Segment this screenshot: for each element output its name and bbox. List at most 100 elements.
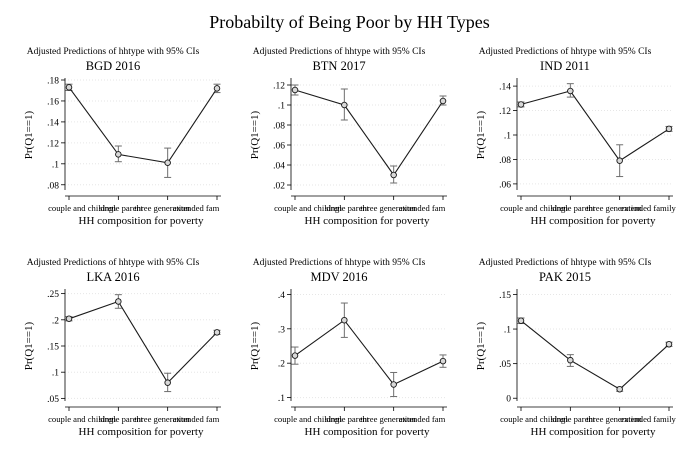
- y-tick-label: .14: [47, 118, 59, 128]
- data-point: [567, 87, 574, 95]
- y-tick-label: .02: [273, 182, 285, 192]
- x-axis-label: HH composition for poverty: [531, 426, 656, 438]
- data-point: [164, 159, 171, 167]
- x-tick-label: single parent: [325, 414, 370, 424]
- panel-title: BTN 2017: [312, 59, 365, 73]
- y-tick-label: .12: [273, 82, 285, 92]
- y-tick-label: .1: [504, 326, 511, 336]
- series-line: [68, 300, 218, 384]
- panel-mdv-2016: Adjusted Predictions of hhtype with 95% …: [249, 257, 447, 438]
- x-tick-label: extended fam: [173, 203, 220, 213]
- y-tick-label: .05: [499, 360, 511, 370]
- x-tick-label: couple and children: [274, 414, 342, 424]
- panel-title: IND 2011: [540, 59, 590, 73]
- panel-subtitle: Adjusted Predictions of hhtype with 95% …: [27, 257, 200, 268]
- data-point: [665, 341, 673, 348]
- y-tick-label: .3: [278, 325, 285, 335]
- panel-title: BGD 2016: [86, 59, 141, 73]
- x-axis-label: HH composition for poverty: [531, 215, 656, 227]
- y-tick-label: .1: [52, 160, 59, 170]
- data-point: [517, 101, 525, 108]
- y-axis-label: Pr(Q1==1): [23, 321, 35, 370]
- data-point: [439, 97, 447, 105]
- x-tick-label: three generation: [134, 203, 190, 213]
- y-tick-label: .04: [273, 162, 285, 172]
- y-tick-label: .12: [499, 107, 511, 117]
- y-tick-label: .1: [278, 394, 285, 404]
- data-point: [291, 352, 299, 359]
- data-point: [115, 298, 122, 305]
- y-tick-label: .08: [499, 156, 511, 166]
- data-point: [390, 381, 397, 388]
- data-point: [164, 379, 171, 386]
- y-axis-label: Pr(Q1==1): [475, 321, 487, 370]
- panel-bgd-2016: Adjusted Predictions of hhtype with 95% …: [23, 46, 221, 227]
- data-point: [213, 85, 221, 92]
- panel-subtitle: Adjusted Predictions of hhtype with 95% …: [479, 257, 652, 268]
- x-tick-label: couple and children: [500, 203, 568, 213]
- y-tick-label: .08: [47, 181, 59, 191]
- y-tick-label: .15: [499, 291, 511, 301]
- data-point: [213, 329, 221, 336]
- y-tick-label: .05: [47, 395, 59, 405]
- panel-title: MDV 2016: [310, 270, 367, 284]
- data-point: [616, 157, 623, 164]
- x-tick-label: three generation: [360, 203, 416, 213]
- y-tick-label: .1: [504, 132, 511, 142]
- panel-lka-2016: Adjusted Predictions of hhtype with 95% …: [23, 257, 221, 438]
- series-line: [520, 90, 670, 162]
- y-tick-label: 0: [506, 395, 511, 405]
- y-tick-label: .2: [278, 360, 285, 370]
- y-tick-label: .16: [47, 97, 59, 107]
- panel-title: LKA 2016: [86, 270, 139, 284]
- data-point: [439, 357, 447, 365]
- x-axis-label: HH composition for poverty: [305, 215, 430, 227]
- y-tick-label: .4: [278, 291, 285, 301]
- x-tick-label: three generation: [586, 414, 642, 424]
- panel-ind-2011: Adjusted Predictions of hhtype with 95% …: [475, 46, 676, 227]
- y-axis-label: Pr(Q1==1): [23, 110, 35, 159]
- series-line: [294, 89, 444, 176]
- x-tick-label: three generation: [586, 203, 642, 213]
- x-tick-label: couple and children: [500, 414, 568, 424]
- panel-subtitle: Adjusted Predictions of hhtype with 95% …: [27, 46, 200, 57]
- y-tick-label: .14: [499, 83, 511, 93]
- x-tick-label: couple and children: [48, 414, 116, 424]
- y-axis-label: Pr(Q1==1): [249, 110, 261, 159]
- x-tick-label: three generation: [134, 414, 190, 424]
- y-tick-label: .08: [273, 122, 285, 132]
- panel-btn-2017: Adjusted Predictions of hhtype with 95% …: [249, 46, 447, 227]
- x-tick-label: single parent: [551, 414, 596, 424]
- y-tick-label: .1: [52, 369, 59, 379]
- data-point: [115, 151, 122, 158]
- y-tick-label: .25: [47, 290, 59, 300]
- panel-title: PAK 2015: [539, 270, 591, 284]
- x-tick-label: couple and children: [274, 203, 342, 213]
- y-tick-label: .06: [273, 142, 285, 152]
- data-point: [65, 84, 73, 91]
- series-line: [68, 86, 218, 164]
- data-point: [341, 316, 348, 324]
- series-line: [294, 319, 444, 386]
- series-line: [520, 320, 670, 390]
- data-point: [616, 385, 623, 393]
- x-axis-label: HH composition for poverty: [79, 426, 204, 438]
- data-point: [390, 171, 397, 179]
- x-axis-label: HH composition for poverty: [79, 215, 204, 227]
- x-tick-label: extended fam: [399, 414, 446, 424]
- y-tick-label: .12: [47, 139, 59, 149]
- data-point: [517, 317, 525, 324]
- data-point: [341, 101, 348, 109]
- x-tick-label: extended family: [620, 414, 676, 424]
- y-tick-label: .18: [47, 77, 59, 87]
- figure-title: Probabilty of Being Poor by HH Types: [209, 12, 489, 32]
- x-tick-label: single parent: [99, 203, 144, 213]
- x-tick-label: extended fam: [173, 414, 220, 424]
- x-tick-label: single parent: [325, 203, 370, 213]
- data-point: [65, 315, 73, 323]
- x-axis-label: HH composition for poverty: [305, 426, 430, 438]
- y-tick-label: .2: [52, 316, 59, 326]
- y-tick-label: .15: [47, 343, 59, 353]
